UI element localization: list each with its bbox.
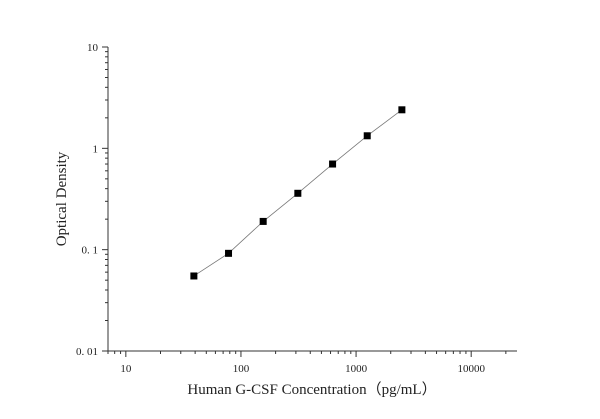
x-ticks: 10 100 1000 10000 <box>107 351 507 375</box>
y-ticks: 0. 01 0. 1 1 10 <box>76 42 108 358</box>
y-tick-label: 0. 01 <box>76 346 98 358</box>
y-tick-label: 1 <box>93 143 99 155</box>
x-tick-label: 1000 <box>345 363 368 375</box>
data-point <box>363 132 371 140</box>
x-tick-label: 10 <box>120 363 132 375</box>
y-tick-label: 0. 1 <box>82 245 99 257</box>
axes <box>107 47 517 352</box>
data-point <box>259 217 267 225</box>
data-point <box>225 249 233 257</box>
data-point <box>329 160 337 168</box>
data-point <box>398 106 406 114</box>
x-tick-label: 100 <box>233 363 250 375</box>
data-point <box>294 189 302 197</box>
data-point <box>190 272 198 280</box>
data-points <box>190 106 406 280</box>
x-axis-title: Human G-CSF Concentration（pg/mL） <box>187 381 436 398</box>
y-axis-title: Optical Density <box>54 151 70 246</box>
x-tick-label: 10000 <box>457 363 485 375</box>
y-tick-label: 10 <box>87 42 99 54</box>
